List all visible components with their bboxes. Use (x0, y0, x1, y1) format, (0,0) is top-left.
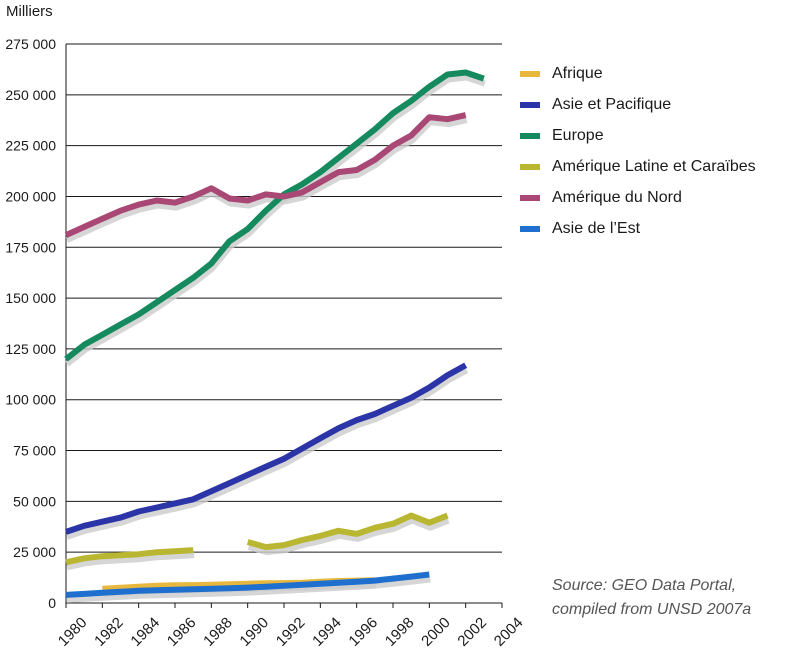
series-shadow-amerique-latine-et-caraibes (66, 552, 195, 571)
series-line-amerique-latine-et-caraibes (246, 512, 449, 551)
series-shadow-asie-et-pacifique (66, 367, 469, 540)
legend-swatch (520, 225, 540, 232)
x-tick-label: 2004 (491, 614, 527, 650)
y-tick-label: 125 000 (5, 341, 56, 357)
legend-item-asie-est: Asie de l’Est (520, 213, 756, 244)
chart-legend: Afrique Asie et Pacifique Europe Amériqu… (520, 58, 756, 244)
x-tick-label: 1982 (91, 614, 127, 650)
series-shadow-amerique-latine-et-caraibes (247, 517, 450, 556)
series-line-amerique-du-nord (64, 112, 467, 238)
y-tick-label: 150 000 (5, 290, 56, 306)
source-note: Source: GEO Data Portal, compiled from U… (552, 574, 751, 622)
x-tick-label: 1990 (236, 614, 272, 650)
y-tick-label: 25 000 (13, 544, 56, 560)
series-shadow-amerique-du-nord (65, 117, 468, 243)
legend-swatch (520, 70, 540, 77)
y-tick-label: 275 000 (5, 36, 56, 52)
legend-swatch (520, 132, 540, 139)
series-shadow-europe (65, 74, 486, 367)
series-shadow-asie-de-l-est (66, 576, 431, 603)
source-line-1: Source: GEO Data Portal, (552, 577, 737, 594)
legend-label: Amérique du Nord (552, 188, 682, 206)
legend-label: Amérique Latine et Caraïbes (552, 157, 756, 175)
y-tick-label: 225 000 (5, 138, 56, 154)
y-tick-label: 200 000 (5, 188, 56, 204)
series-line-amerique-latine-et-caraibes (65, 547, 194, 566)
x-tick-label: 1988 (200, 614, 236, 650)
x-tick-label: 1986 (164, 614, 200, 650)
x-tick-label: 1984 (127, 614, 163, 650)
source-line-2: compiled from UNSD 2007a (552, 601, 752, 618)
y-tick-label: 75 000 (13, 443, 56, 459)
y-tick-label: 250 000 (5, 87, 56, 103)
x-tick-label: 1992 (273, 614, 309, 650)
series-lines (64, 69, 485, 598)
x-tick-label: 1998 (382, 614, 418, 650)
series-line-asie-de-l-est (65, 571, 430, 598)
legend-label: Asie de l’Est (552, 219, 641, 237)
x-tick-label: 1994 (309, 614, 345, 650)
x-tick-label: 1980 (55, 614, 91, 650)
legend-label: Europe (552, 126, 604, 144)
y-tick-label: 175 000 (5, 239, 56, 255)
series-line-asie-et-pacifique (65, 362, 468, 535)
y-axis-unit-label: Milliers (6, 3, 53, 20)
legend-swatch (520, 101, 540, 108)
x-tick-label: 1996 (345, 614, 381, 650)
legend-item-asie-pacifique: Asie et Pacifique (520, 89, 756, 120)
legend-item-amerique-latine: Amérique Latine et Caraïbes (520, 151, 756, 182)
legend-item-europe: Europe (520, 120, 756, 151)
y-tick-label: 0 (48, 595, 56, 611)
y-tick-label: 50 000 (13, 493, 56, 509)
y-tick-label: 100 000 (5, 392, 56, 408)
legend-swatch (520, 163, 540, 170)
legend-swatch (520, 194, 540, 201)
x-tick-label: 2000 (418, 614, 454, 650)
legend-item-afrique: Afrique (520, 58, 756, 89)
legend-label: Afrique (552, 64, 603, 82)
legend-label: Asie et Pacifique (552, 95, 672, 113)
series-line-europe (64, 69, 485, 362)
legend-item-amerique-nord: Amérique du Nord (520, 182, 756, 213)
x-tick-label: 2002 (454, 614, 490, 650)
